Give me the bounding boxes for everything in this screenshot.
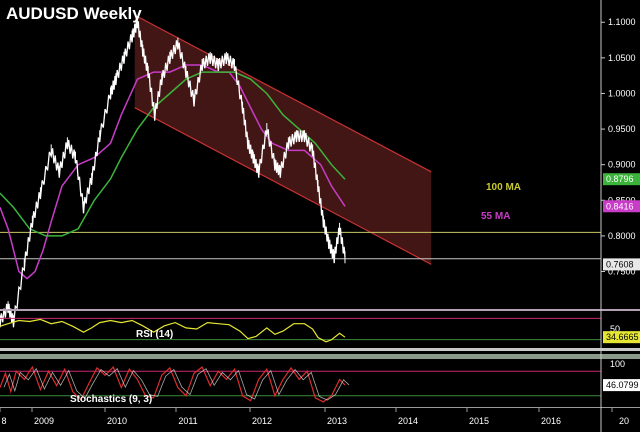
x-tick-label-1: 2009 — [34, 416, 54, 426]
trend-channel — [134, 14, 432, 265]
horizontal-levels — [0, 231, 601, 260]
chart-title: AUDUSD Weekly — [6, 4, 142, 23]
price-tick-label-6: 0.8000 — [608, 231, 636, 241]
ma-line-1 — [0, 71, 346, 237]
separator-4 — [0, 407, 640, 408]
rsi-value-box — [603, 331, 640, 344]
separator-2 — [0, 348, 640, 351]
rsi-line — [0, 318, 346, 343]
price-series — [0, 16, 346, 328]
labels: AUDUSD Weekly 100 MA 55 MA RSI (14) Stochast… — [6, 4, 521, 405]
rsi-label: RSI (14) — [136, 329, 173, 340]
x-tick-label-5: 2013 — [327, 416, 347, 426]
ma55-value-box — [603, 200, 640, 213]
channel-fill — [134, 15, 432, 265]
x-tick-label-3: 2011 — [178, 416, 197, 426]
channel-lower-line — [134, 107, 432, 265]
separator-3 — [0, 354, 640, 359]
ma100-label: 100 MA — [486, 182, 521, 193]
stoch-line — [0, 365, 346, 403]
x-tick-label-0: 8 — [1, 416, 6, 426]
price-tick-label-0: 1.1000 — [608, 17, 636, 27]
ma55-label: 55 MA — [481, 211, 510, 222]
ma100-value-text: 0.8796 — [606, 174, 634, 184]
stoch-value-text: 46.0799 — [606, 380, 639, 390]
x-tick-label-9: 20 — [619, 416, 629, 426]
stoch-signal-line — [3, 367, 350, 401]
price-line — [0, 18, 346, 328]
stoch-tick-label: 100 — [610, 359, 625, 369]
x-tick-label-4: 2012 — [252, 416, 272, 426]
spot-value-box — [603, 258, 640, 271]
ma55-value-text: 0.8416 — [606, 201, 634, 211]
x-tick-label-7: 2015 — [469, 416, 489, 426]
price-tick-label-4: 0.9000 — [608, 160, 636, 170]
moving-averages — [0, 64, 346, 280]
stoch-label: Stochastics (9, 3) — [70, 394, 152, 405]
ma-line-0 — [0, 64, 346, 280]
spot-value-text: 0.7608 — [606, 259, 634, 269]
rsi-tick-label: 50 — [610, 324, 620, 334]
price-tick-label-3: 0.9500 — [608, 124, 636, 134]
price-tick-label-1: 1.0500 — [608, 53, 636, 63]
x-tick-label-6: 2014 — [398, 416, 418, 426]
price-tick-label-7: 0.7500 — [608, 267, 636, 277]
x-tick-label-2: 2010 — [107, 416, 127, 426]
channel-upper-line — [134, 14, 432, 173]
price-tick-label-2: 1.0000 — [608, 88, 636, 98]
ma100-value-box — [603, 173, 640, 186]
separator-1 — [0, 309, 640, 311]
x-tick-label-8: 2016 — [541, 416, 561, 426]
stoch-value-box — [603, 379, 640, 392]
rsi-value-text: 34.6665 — [606, 332, 639, 342]
indicator-panels — [0, 309, 640, 408]
